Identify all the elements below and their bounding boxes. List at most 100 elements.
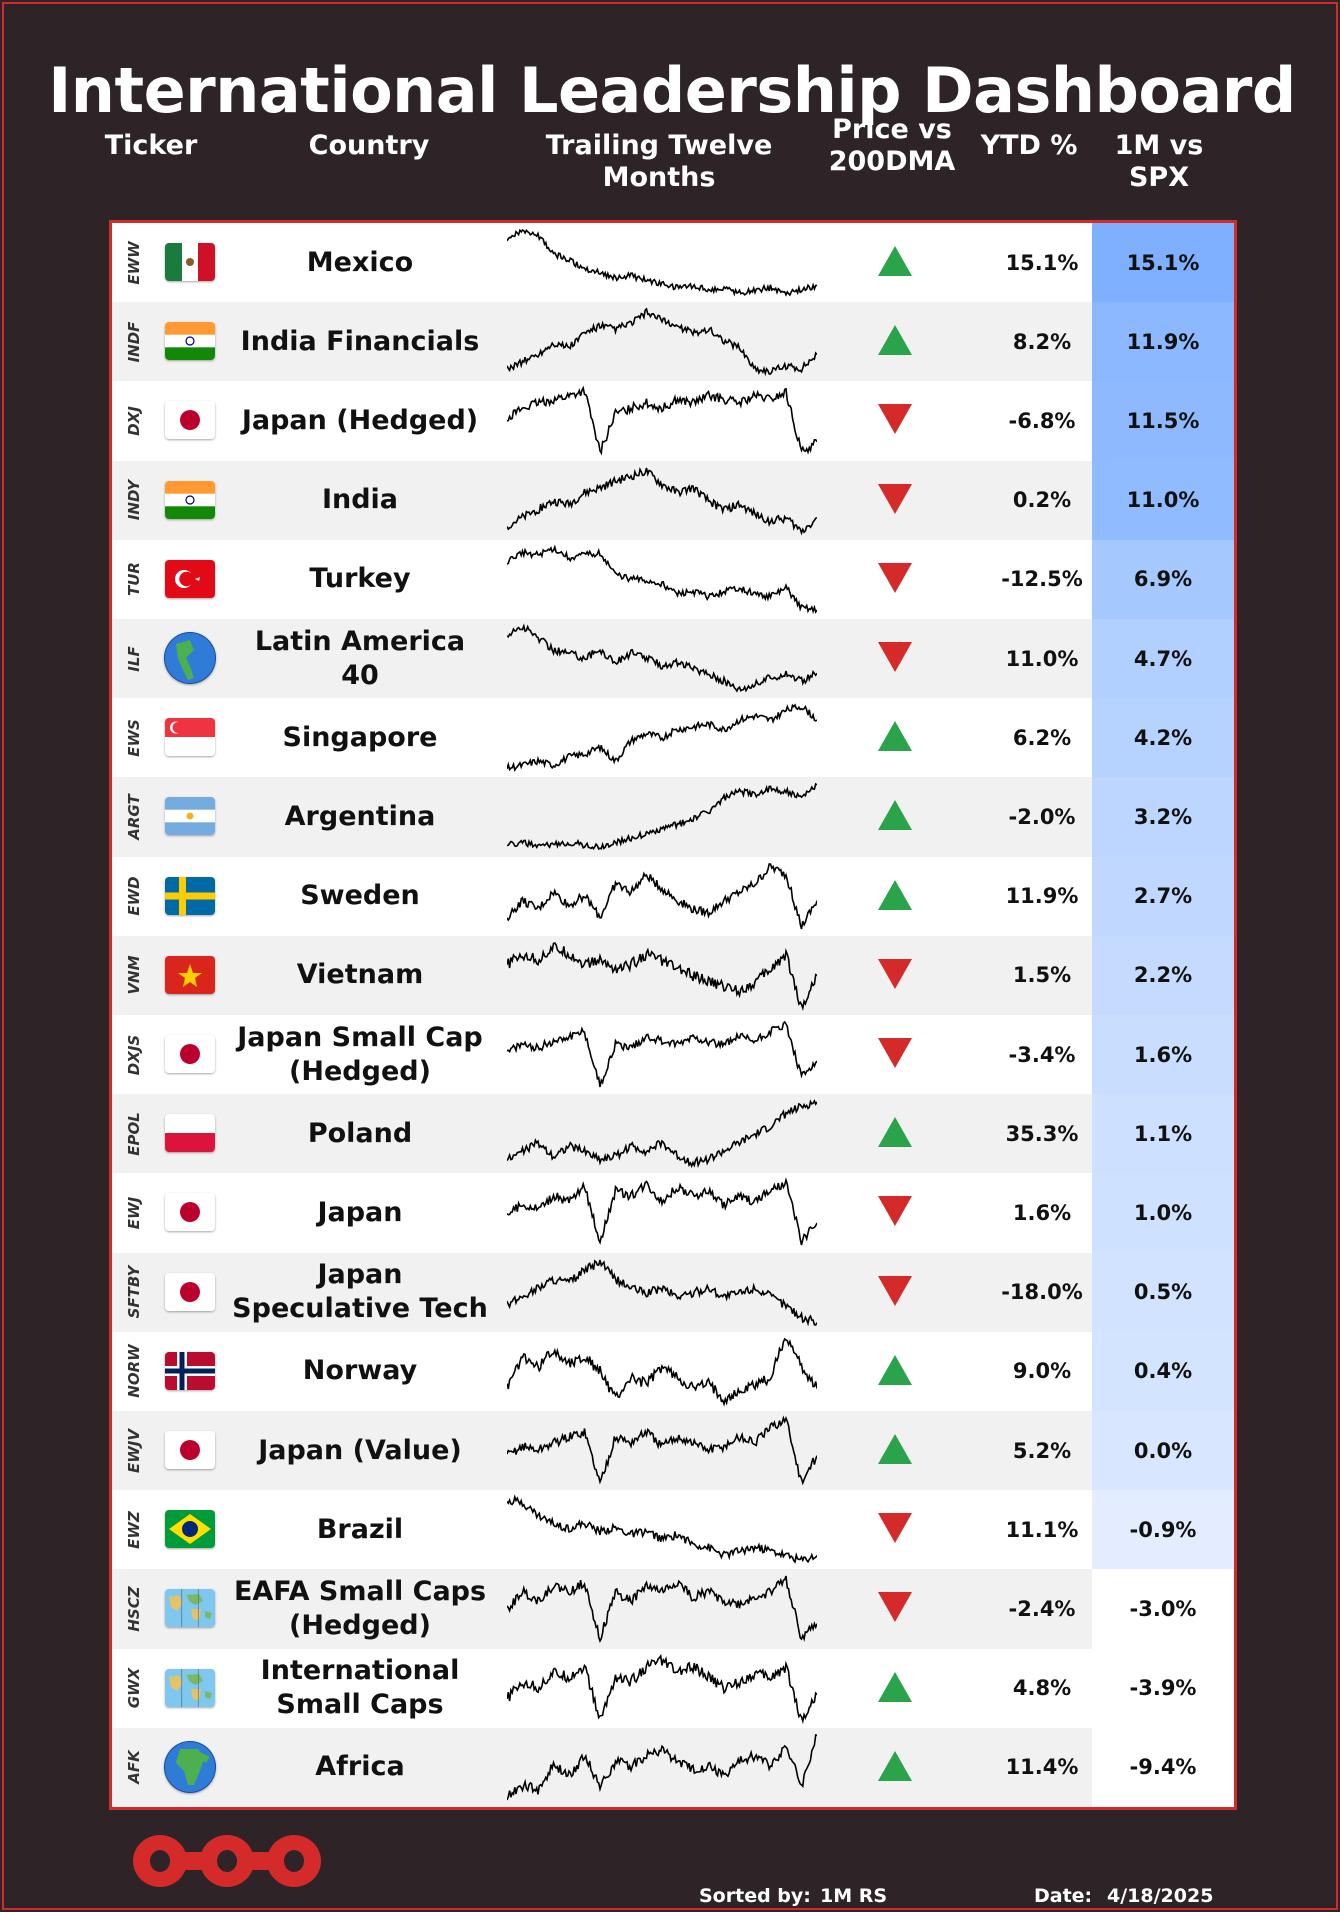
- dashboard-title: International Leadership Dashboard: [48, 54, 1296, 127]
- brand-logo: [133, 1835, 321, 1887]
- country-name: Japan (Value): [258, 1434, 462, 1466]
- sparkline-ttm: [507, 941, 817, 1011]
- table-row: EWJ Japan 1.6% 1.0%: [112, 1173, 1234, 1253]
- down-triangle-icon: [878, 1275, 912, 1306]
- rs-1m-value: 15.1%: [1092, 223, 1234, 303]
- down-triangle-icon: [878, 1592, 912, 1623]
- country-name: EAFA Small Caps (Hedged): [233, 1576, 487, 1642]
- japan-flag-icon: [165, 1431, 215, 1469]
- down-triangle-icon: [878, 642, 912, 672]
- rs-1m-value: 0.0%: [1092, 1411, 1234, 1491]
- ticker-label: VNM: [125, 955, 143, 995]
- ticker-cell: VNM: [112, 936, 156, 1015]
- country-name: Mexico: [306, 246, 414, 278]
- ticker-label: ARGT: [125, 794, 143, 840]
- ticker-cell: GWX: [112, 1649, 156, 1728]
- down-triangle-icon: [878, 562, 912, 593]
- rs-1m-value: 1.0%: [1092, 1173, 1234, 1253]
- down-triangle-icon: [878, 1038, 912, 1068]
- ytd-value: -6.8%: [1008, 409, 1076, 434]
- sparkline-ttm: [507, 1177, 817, 1246]
- sparkline-ttm: [507, 783, 817, 851]
- country-name: Japan Speculative Tech: [232, 1259, 488, 1325]
- sparkline-path: [507, 1020, 817, 1088]
- ticker-cell: SFTBY: [112, 1253, 156, 1332]
- ticker-cell: INDY: [112, 461, 156, 540]
- table-row: AFK Africa 11.4% -9.4%: [112, 1727, 1234, 1807]
- ticker-label: EWJV: [125, 1428, 143, 1473]
- sparkline-ttm: [507, 307, 817, 377]
- table-row: INDF India Financials 8.2% 11.9%: [112, 302, 1234, 382]
- leadership-table: EWW Mexico 15.1% 15.1% INDF India Financials 8…: [109, 220, 1237, 1810]
- country-name: India Financials: [240, 325, 480, 357]
- ticker-cell: TUR: [112, 540, 156, 619]
- up-triangle-icon: [878, 879, 912, 910]
- sparkline-ttm: [507, 862, 817, 929]
- turkey-flag-icon: [165, 559, 215, 598]
- rs-1m-value: -3.9%: [1092, 1648, 1234, 1728]
- sparkline-ttm: [507, 703, 817, 773]
- date-value: 4/18/2025: [1107, 1885, 1214, 1907]
- ytd-value: 1.6%: [1012, 1201, 1072, 1226]
- vietnam-flag-icon: [165, 955, 215, 994]
- down-triangle-icon: [878, 1513, 912, 1544]
- singapore-flag-icon: [165, 718, 215, 757]
- ytd-value: -12.5%: [1001, 567, 1083, 592]
- sparkline-ttm: [507, 1576, 817, 1644]
- table-row: EWW Mexico 15.1% 15.1%: [112, 223, 1234, 303]
- table-row: GWX International Small Caps 4.8% -3.9%: [112, 1648, 1234, 1728]
- ytd-value: 11.4%: [1005, 1755, 1079, 1780]
- table-row: ILF Latin America 40 11.0% 4.7%: [112, 619, 1234, 699]
- sparkline-path: [507, 1576, 817, 1644]
- ticker-cell: INDF: [112, 302, 156, 381]
- ticker-label: EWW: [125, 240, 143, 285]
- ticker-cell: NORW: [112, 1332, 156, 1411]
- header-ticker: Ticker: [104, 130, 198, 161]
- ticker-label: HSCZ: [125, 1586, 143, 1632]
- up-triangle-icon: [878, 325, 912, 356]
- ytd-value: 11.9%: [1005, 884, 1079, 909]
- mexico-flag-icon: [165, 243, 215, 281]
- ticker-cell: EWJ: [112, 1173, 156, 1252]
- ytd-value: 0.2%: [1012, 488, 1072, 513]
- table-row: HSCZ EAFA Small Caps (Hedged) -2.4% -3.0%: [112, 1569, 1234, 1649]
- table-row: EPOL Poland 35.3% 1.1%: [112, 1094, 1234, 1174]
- header-price-vs-200dma: Price vs 200DMA: [812, 114, 972, 178]
- ticker-label: EWZ: [125, 1510, 143, 1549]
- sparkline-ttm: [507, 466, 817, 536]
- table-row: DXJ Japan (Hedged) -6.8% 11.5%: [112, 381, 1234, 461]
- ticker-cell: HSCZ: [112, 1569, 156, 1648]
- country-name: Vietnam: [296, 959, 424, 991]
- map-flag-icon: [165, 1668, 215, 1707]
- japan-flag-icon: [165, 1193, 215, 1232]
- rs-1m-value: 11.9%: [1092, 302, 1234, 382]
- rs-1m-value: 3.2%: [1092, 777, 1234, 857]
- india-flag-icon: [165, 322, 215, 361]
- ticker-cell: EWD: [112, 857, 156, 936]
- country-name: Poland: [307, 1117, 413, 1149]
- ytd-value: 8.2%: [1012, 329, 1072, 354]
- ticker-label: DXJ: [125, 406, 143, 436]
- sparkline-ttm: [507, 1337, 817, 1407]
- sparkline-ttm: [507, 1259, 817, 1326]
- country-name: Japan Small Cap (Hedged): [237, 1021, 483, 1087]
- sparkline-ttm: [507, 1494, 817, 1564]
- table-row: TUR Turkey -12.5% 6.9%: [112, 539, 1234, 620]
- country-name: India: [321, 484, 399, 516]
- sorted-by-label: Sorted by:: [699, 1885, 811, 1907]
- table-row: EWZ Brazil 11.1% -0.9%: [112, 1490, 1234, 1570]
- ytd-value: 5.2%: [1012, 1438, 1072, 1463]
- sparkline-ttm: [507, 1099, 817, 1169]
- rs-1m-value: 11.5%: [1092, 381, 1234, 461]
- ticker-cell: ILF: [112, 619, 156, 698]
- up-triangle-icon: [878, 1750, 912, 1781]
- up-triangle-icon: [878, 1117, 912, 1148]
- country-name: Japan (Hedged): [241, 405, 479, 437]
- sparkline-ttm: [507, 623, 817, 693]
- india-flag-icon: [165, 480, 215, 519]
- ticker-cell: EWS: [112, 698, 156, 777]
- country-name: Singapore: [282, 721, 438, 753]
- rs-1m-value: 0.4%: [1092, 1331, 1234, 1412]
- up-triangle-icon: [878, 1671, 912, 1702]
